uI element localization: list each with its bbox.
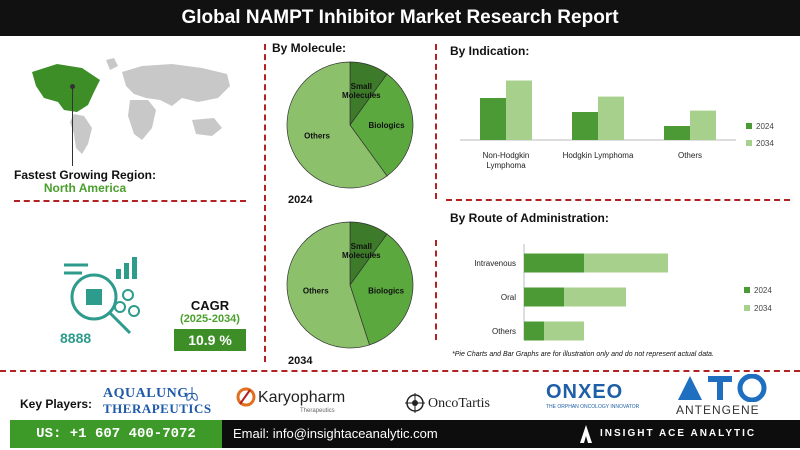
page-title: Global NAMPT Inhibitor Market Research R… bbox=[181, 7, 619, 28]
divider-right-top bbox=[435, 44, 437, 199]
region-label: Fastest Growing Region: bbox=[13, 168, 156, 182]
indication-tick-2: Others bbox=[678, 151, 702, 160]
region-pointer-dot bbox=[70, 84, 75, 89]
route-tick-2: Others bbox=[492, 327, 516, 336]
indication-bar-1-2024 bbox=[572, 112, 598, 140]
indication-legend-2034: 2034 bbox=[756, 139, 774, 148]
route-bar-2-2024 bbox=[524, 321, 544, 341]
aqualung-logo-line2: THERAPEUTICS bbox=[103, 401, 212, 416]
region-pointer bbox=[72, 86, 73, 166]
route-tick-0: Intravenous bbox=[474, 259, 516, 268]
pie1-label-others: Others bbox=[304, 132, 330, 141]
cagr-value: 10.9 % bbox=[174, 329, 246, 351]
cagr-period: (2025-2034) bbox=[180, 313, 240, 325]
indication-legend-2024: 2024 bbox=[756, 122, 774, 131]
header-bar bbox=[0, 0, 800, 36]
indication-tick-1: Hodgkin Lymphoma bbox=[563, 151, 634, 160]
divider-left bbox=[264, 44, 266, 362]
indication-bar-2-2024 bbox=[664, 126, 690, 140]
route-bar-0-2024 bbox=[524, 253, 584, 273]
karyopharm-sub: Therapeutics bbox=[300, 408, 335, 414]
pie-2034: Small Molecules Biologics Others bbox=[286, 221, 414, 349]
divider-right-bottom bbox=[435, 240, 437, 340]
indication-bar-chart: Non-Hodgkin Lymphoma Hodgkin Lymphoma Other… bbox=[460, 80, 774, 170]
divider-indication bbox=[446, 199, 790, 201]
pie1-slice-others bbox=[286, 61, 388, 189]
svg-text:8888: 8888 bbox=[60, 330, 91, 346]
indication-bar-1-2034 bbox=[598, 96, 624, 140]
route-legend-swatch-2024 bbox=[744, 287, 750, 293]
footer-contact-bg bbox=[222, 420, 800, 448]
pie2-slice-biologics bbox=[349, 233, 414, 346]
key-players-label: Key Players: bbox=[20, 397, 93, 411]
route-bar-2-2034 bbox=[544, 321, 584, 341]
route-bar-1-2034 bbox=[564, 287, 626, 307]
route-bar-0-2034 bbox=[584, 253, 668, 273]
route-legend-swatch-2034 bbox=[744, 305, 750, 311]
pie2-slice-others bbox=[286, 221, 370, 349]
illustration-note: *Pie Charts and Bar Graphs are for illus… bbox=[452, 351, 714, 358]
pie-year-2024: 2024 bbox=[288, 194, 313, 206]
onxeo-sub: THE ORPHAN ONCOLOGY INNOVATOR bbox=[546, 404, 640, 410]
divider-region bbox=[14, 200, 246, 202]
karyopharm-icon bbox=[236, 387, 256, 407]
divider-players bbox=[0, 370, 800, 372]
oncotartis-icon bbox=[405, 393, 425, 413]
pie-2024: Small Molecules Biologics Others bbox=[286, 61, 414, 189]
footer-phone-bg bbox=[10, 420, 222, 448]
indication-bar-0-2024 bbox=[480, 98, 506, 140]
pie1-slice-biologics bbox=[349, 73, 414, 177]
aqualung-logo-line1: AQUALUNG bbox=[103, 386, 189, 401]
pie2-label-biologics: Biologics bbox=[368, 287, 405, 296]
indication-section-title: By Indication: bbox=[450, 44, 530, 58]
analytics-icon: 8888 bbox=[60, 257, 140, 346]
route-legend-2024: 2024 bbox=[754, 286, 772, 295]
pie2-label-others: Others bbox=[303, 286, 329, 295]
antengene-logo: ANTENGENE bbox=[676, 403, 760, 417]
karyopharm-logo: Karyopharm bbox=[258, 389, 346, 406]
oncotartis-logo: OncoTartis bbox=[428, 396, 491, 411]
route-legend-2034: 2034 bbox=[754, 304, 772, 313]
antengene-icon bbox=[678, 374, 767, 402]
cagr-label: CAGR bbox=[190, 298, 230, 313]
footer-brand: INSIGHT ACE ANALYTIC bbox=[600, 428, 757, 439]
footer-email[interactable]: Email: info@insightaceanalytic.com bbox=[233, 426, 438, 441]
pie1-label-small-molecules: Small Molecules bbox=[342, 82, 381, 100]
indication-bar-0-2034 bbox=[506, 80, 532, 140]
pie-year-2034: 2034 bbox=[288, 355, 313, 367]
indication-bar-2-2034 bbox=[690, 110, 716, 140]
world-map bbox=[32, 58, 230, 154]
aqualung-lung-icon bbox=[186, 387, 198, 401]
indication-tick-0: Non-Hodgkin Lymphoma bbox=[483, 151, 530, 170]
molecule-section-title: By Molecule: bbox=[272, 41, 347, 55]
indication-legend-swatch-2034 bbox=[746, 140, 752, 146]
onxeo-logo: ONXEO bbox=[546, 381, 624, 403]
route-section-title: By Route of Administration: bbox=[450, 211, 609, 225]
pie1-label-biologics: Biologics bbox=[369, 121, 406, 130]
route-bar-chart: Intravenous Oral Others 2024 2034 bbox=[474, 244, 772, 341]
region-value: North America bbox=[43, 181, 127, 195]
indication-legend-swatch-2024 bbox=[746, 123, 752, 129]
insight-ace-logo-icon bbox=[580, 425, 592, 443]
route-bar-1-2024 bbox=[524, 287, 564, 307]
route-tick-1: Oral bbox=[501, 293, 516, 302]
pie2-label-small-molecules: Small Molecules bbox=[342, 242, 381, 260]
footer-phone[interactable]: US: +1 607 400-7072 bbox=[36, 426, 196, 442]
